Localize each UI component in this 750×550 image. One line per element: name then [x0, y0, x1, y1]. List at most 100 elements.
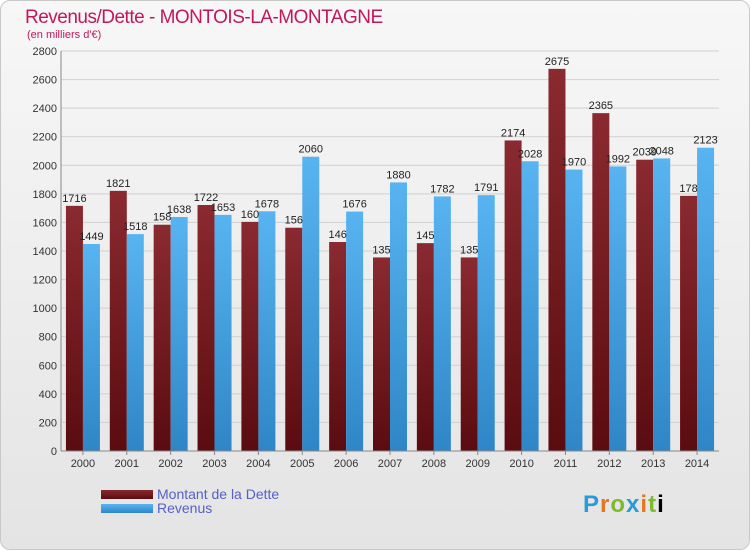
y-tick-label: 1000 — [33, 303, 57, 315]
data-label: 135 — [460, 244, 478, 256]
data-label: 2039 — [632, 147, 656, 159]
x-tick-label: 2011 — [554, 458, 578, 470]
data-label: 1638 — [167, 204, 191, 216]
x-tick-label: 2013 — [641, 458, 665, 470]
y-tick-label: 1200 — [33, 275, 57, 287]
data-label: 135 — [372, 244, 390, 256]
y-tick-label: 200 — [39, 417, 57, 429]
revenus-bar — [433, 196, 451, 451]
data-label: 2028 — [518, 148, 542, 160]
data-label: 2174 — [501, 127, 525, 139]
revenus-bar — [170, 217, 188, 451]
y-tick-label: 2400 — [33, 103, 57, 115]
revenus-bar — [477, 195, 495, 451]
revenus-bar — [609, 166, 627, 451]
dette-bar — [329, 242, 347, 451]
y-tick-label: 600 — [39, 360, 57, 372]
y-tick-label: 1800 — [33, 189, 57, 201]
dette-bar — [373, 257, 390, 451]
proxiti-logo: Proxiti — [583, 491, 665, 518]
x-tick-label: 2005 — [290, 458, 314, 470]
y-tick-label: 1400 — [33, 246, 57, 258]
revenus-bar — [126, 234, 144, 451]
data-label: 1821 — [106, 178, 130, 190]
revenus-bar — [697, 147, 715, 451]
data-label: 156 — [285, 215, 303, 227]
dette-bar — [109, 190, 127, 451]
revenus-bar — [82, 244, 100, 451]
x-tick-label: 2009 — [465, 458, 489, 470]
dette-bar — [636, 159, 654, 451]
data-label: 1992 — [606, 153, 630, 165]
data-label: 1678 — [255, 198, 279, 210]
data-label: 1653 — [211, 202, 235, 214]
dette-bar — [680, 195, 698, 451]
legend-label-revenus: Revenus — [157, 500, 213, 516]
x-tick-label: 2014 — [685, 458, 709, 470]
data-label: 1722 — [194, 192, 218, 204]
dette-bar — [197, 205, 215, 451]
data-label: 146 — [328, 229, 346, 241]
legend-item-dette: Montant de la Dette — [101, 486, 279, 502]
dette-bar — [65, 205, 83, 451]
legend: Montant de la Dette Revenus — [101, 486, 279, 516]
data-label: 1791 — [474, 182, 498, 194]
y-tick-label: 400 — [39, 389, 57, 401]
axes: 0 200 400 600 800 1000 1200 1400 1600 1800 2000 220… — [33, 46, 719, 470]
chart-title: Revenus/Dette - MONTOIS-LA-MONTAGNE — [25, 7, 383, 28]
revenus-bar — [346, 211, 364, 451]
data-label: 1782 — [430, 183, 454, 195]
data-label: 2123 — [693, 135, 717, 147]
chart-subtitle: (en milliers d'€) — [27, 29, 102, 41]
revenus-bar — [302, 156, 320, 451]
dette-bar — [548, 68, 566, 451]
bars — [65, 68, 715, 452]
dette-bar — [416, 243, 434, 451]
data-label: 2675 — [545, 56, 569, 68]
x-tick-label: 2008 — [422, 458, 446, 470]
y-tick-label: 2200 — [33, 132, 57, 144]
dette-bar — [504, 140, 522, 451]
data-label: 2048 — [649, 145, 673, 157]
revenus-bar — [214, 214, 232, 451]
dette-bar — [460, 257, 478, 451]
x-tick-label: 2012 — [597, 458, 621, 470]
legend-item-revenus: Revenus — [101, 500, 279, 516]
y-tick-label: 800 — [39, 332, 57, 344]
data-label: 1716 — [62, 193, 86, 205]
data-label: 1518 — [123, 221, 147, 233]
x-tick-label: 2003 — [202, 458, 226, 470]
dette-bar — [153, 224, 171, 451]
data-label: 158 — [153, 212, 171, 224]
revenus-bar — [653, 158, 671, 451]
data-label: 1970 — [562, 157, 586, 169]
y-tick-label: 2800 — [33, 46, 57, 58]
x-tick-label: 2001 — [115, 458, 139, 470]
x-tick-label: 2006 — [334, 458, 358, 470]
dette-bar — [592, 113, 610, 452]
data-label: 145 — [416, 230, 434, 242]
data-label: 178 — [679, 183, 697, 195]
y-tick-label: 2600 — [33, 75, 57, 87]
x-tick-label: 2000 — [71, 458, 95, 470]
data-label: 1676 — [342, 199, 366, 211]
revenus-bar — [258, 211, 276, 451]
data-label: 1449 — [79, 231, 103, 243]
legend-swatch-dette — [101, 489, 153, 499]
x-tick-label: 2002 — [158, 458, 182, 470]
x-tick-label: 2004 — [246, 458, 270, 470]
dette-bar — [241, 221, 259, 451]
data-label: 160 — [241, 209, 259, 221]
revenus-bar — [521, 161, 539, 452]
y-tick-label: 1600 — [33, 217, 57, 229]
x-tick-label: 2010 — [509, 458, 533, 470]
data-label: 1880 — [386, 169, 410, 181]
data-label: 2060 — [299, 144, 323, 156]
revenus-bar — [390, 182, 407, 451]
revenus-bar — [565, 169, 583, 452]
y-tick-label: 2000 — [33, 160, 57, 172]
dette-bar — [285, 227, 303, 451]
